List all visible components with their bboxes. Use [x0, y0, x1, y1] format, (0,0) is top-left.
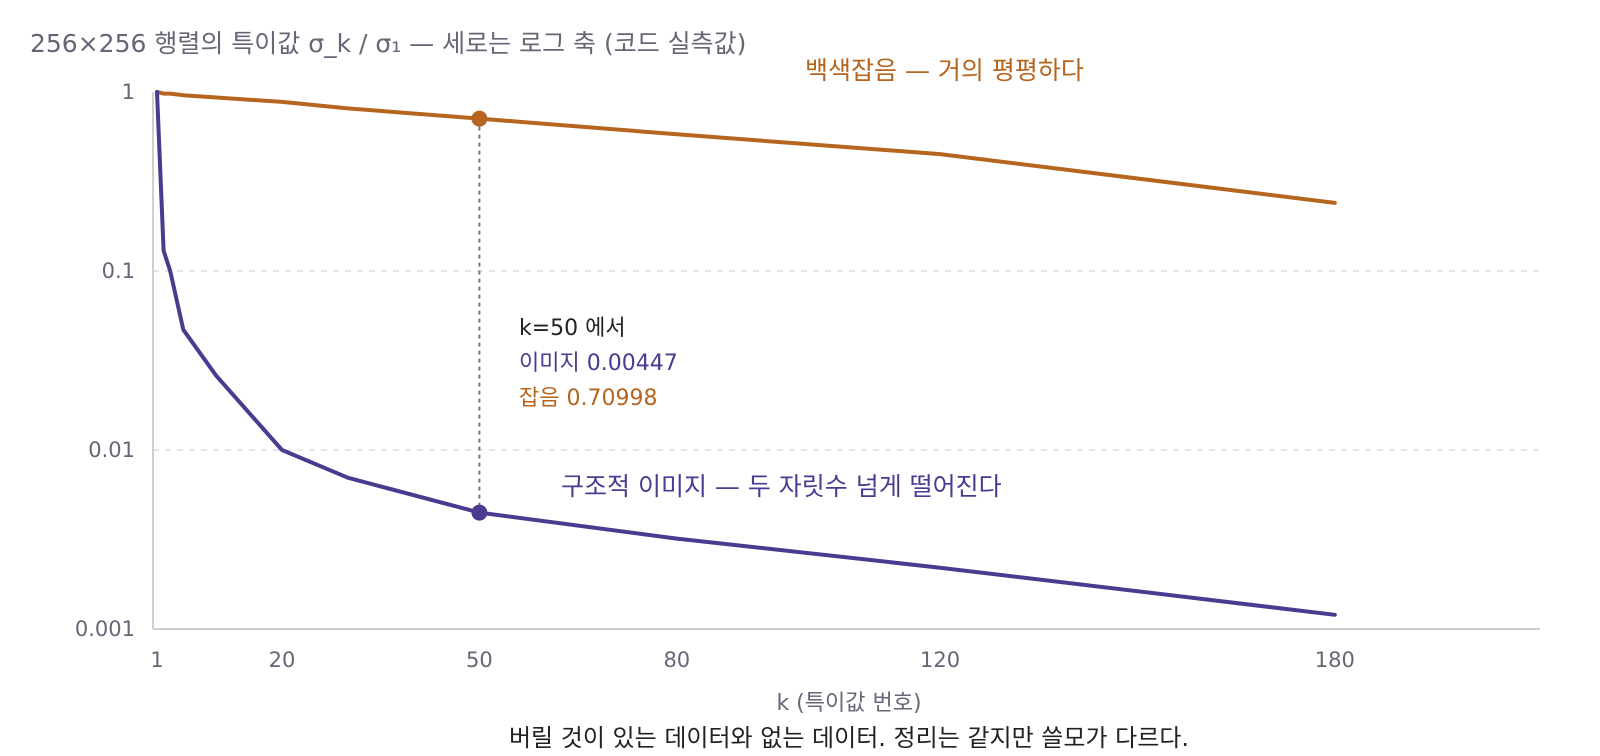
x-tick-label: 180 [1315, 648, 1355, 672]
grid-lines [153, 270, 1540, 451]
annotation-noise-value: 잡음 0.70998 [519, 386, 657, 411]
y-tick-label: 0.1 [102, 259, 135, 283]
y-tick-label: 1 [122, 80, 135, 104]
x-tick-label: 20 [269, 648, 296, 672]
y-tick-label: 0.01 [88, 438, 135, 462]
x-axis-label: k (특이값 번호) [776, 691, 921, 716]
chart-caption: 버릴 것이 있는 데이터와 없는 데이터. 정리는 같지만 쓸모가 다르다. [509, 724, 1189, 752]
noise-series-line [155, 90, 1337, 205]
y-tick-labels: 1 0.1 0.01 0.001 [75, 80, 135, 641]
annotation-image-value: 이미지 0.00447 [519, 351, 678, 376]
x-tick-label: 80 [663, 648, 690, 672]
x-tick-label: 120 [920, 648, 960, 672]
image-series-line [155, 90, 1337, 617]
x-tick-labels: 1 20 50 80 120 180 [150, 648, 1355, 672]
series-layer [155, 90, 1337, 617]
x-tick-label: 1 [150, 648, 163, 672]
image-series-label: 구조적 이미지 — 두 자릿수 넘게 떨어진다 [561, 472, 1002, 501]
noise-k50-marker [471, 110, 488, 127]
noise-series-label: 백색잡음 — 거의 평평하다 [805, 56, 1084, 85]
chart-title: 256×256 행렬의 특이값 σ_k / σ₁ — 세로는 로그 축 (코드 … [30, 29, 746, 58]
annotation-header: k=50 에서 [519, 316, 626, 341]
image-k50-marker [471, 504, 488, 521]
y-tick-label: 0.001 [75, 617, 135, 641]
x-tick-label: 50 [466, 648, 493, 672]
